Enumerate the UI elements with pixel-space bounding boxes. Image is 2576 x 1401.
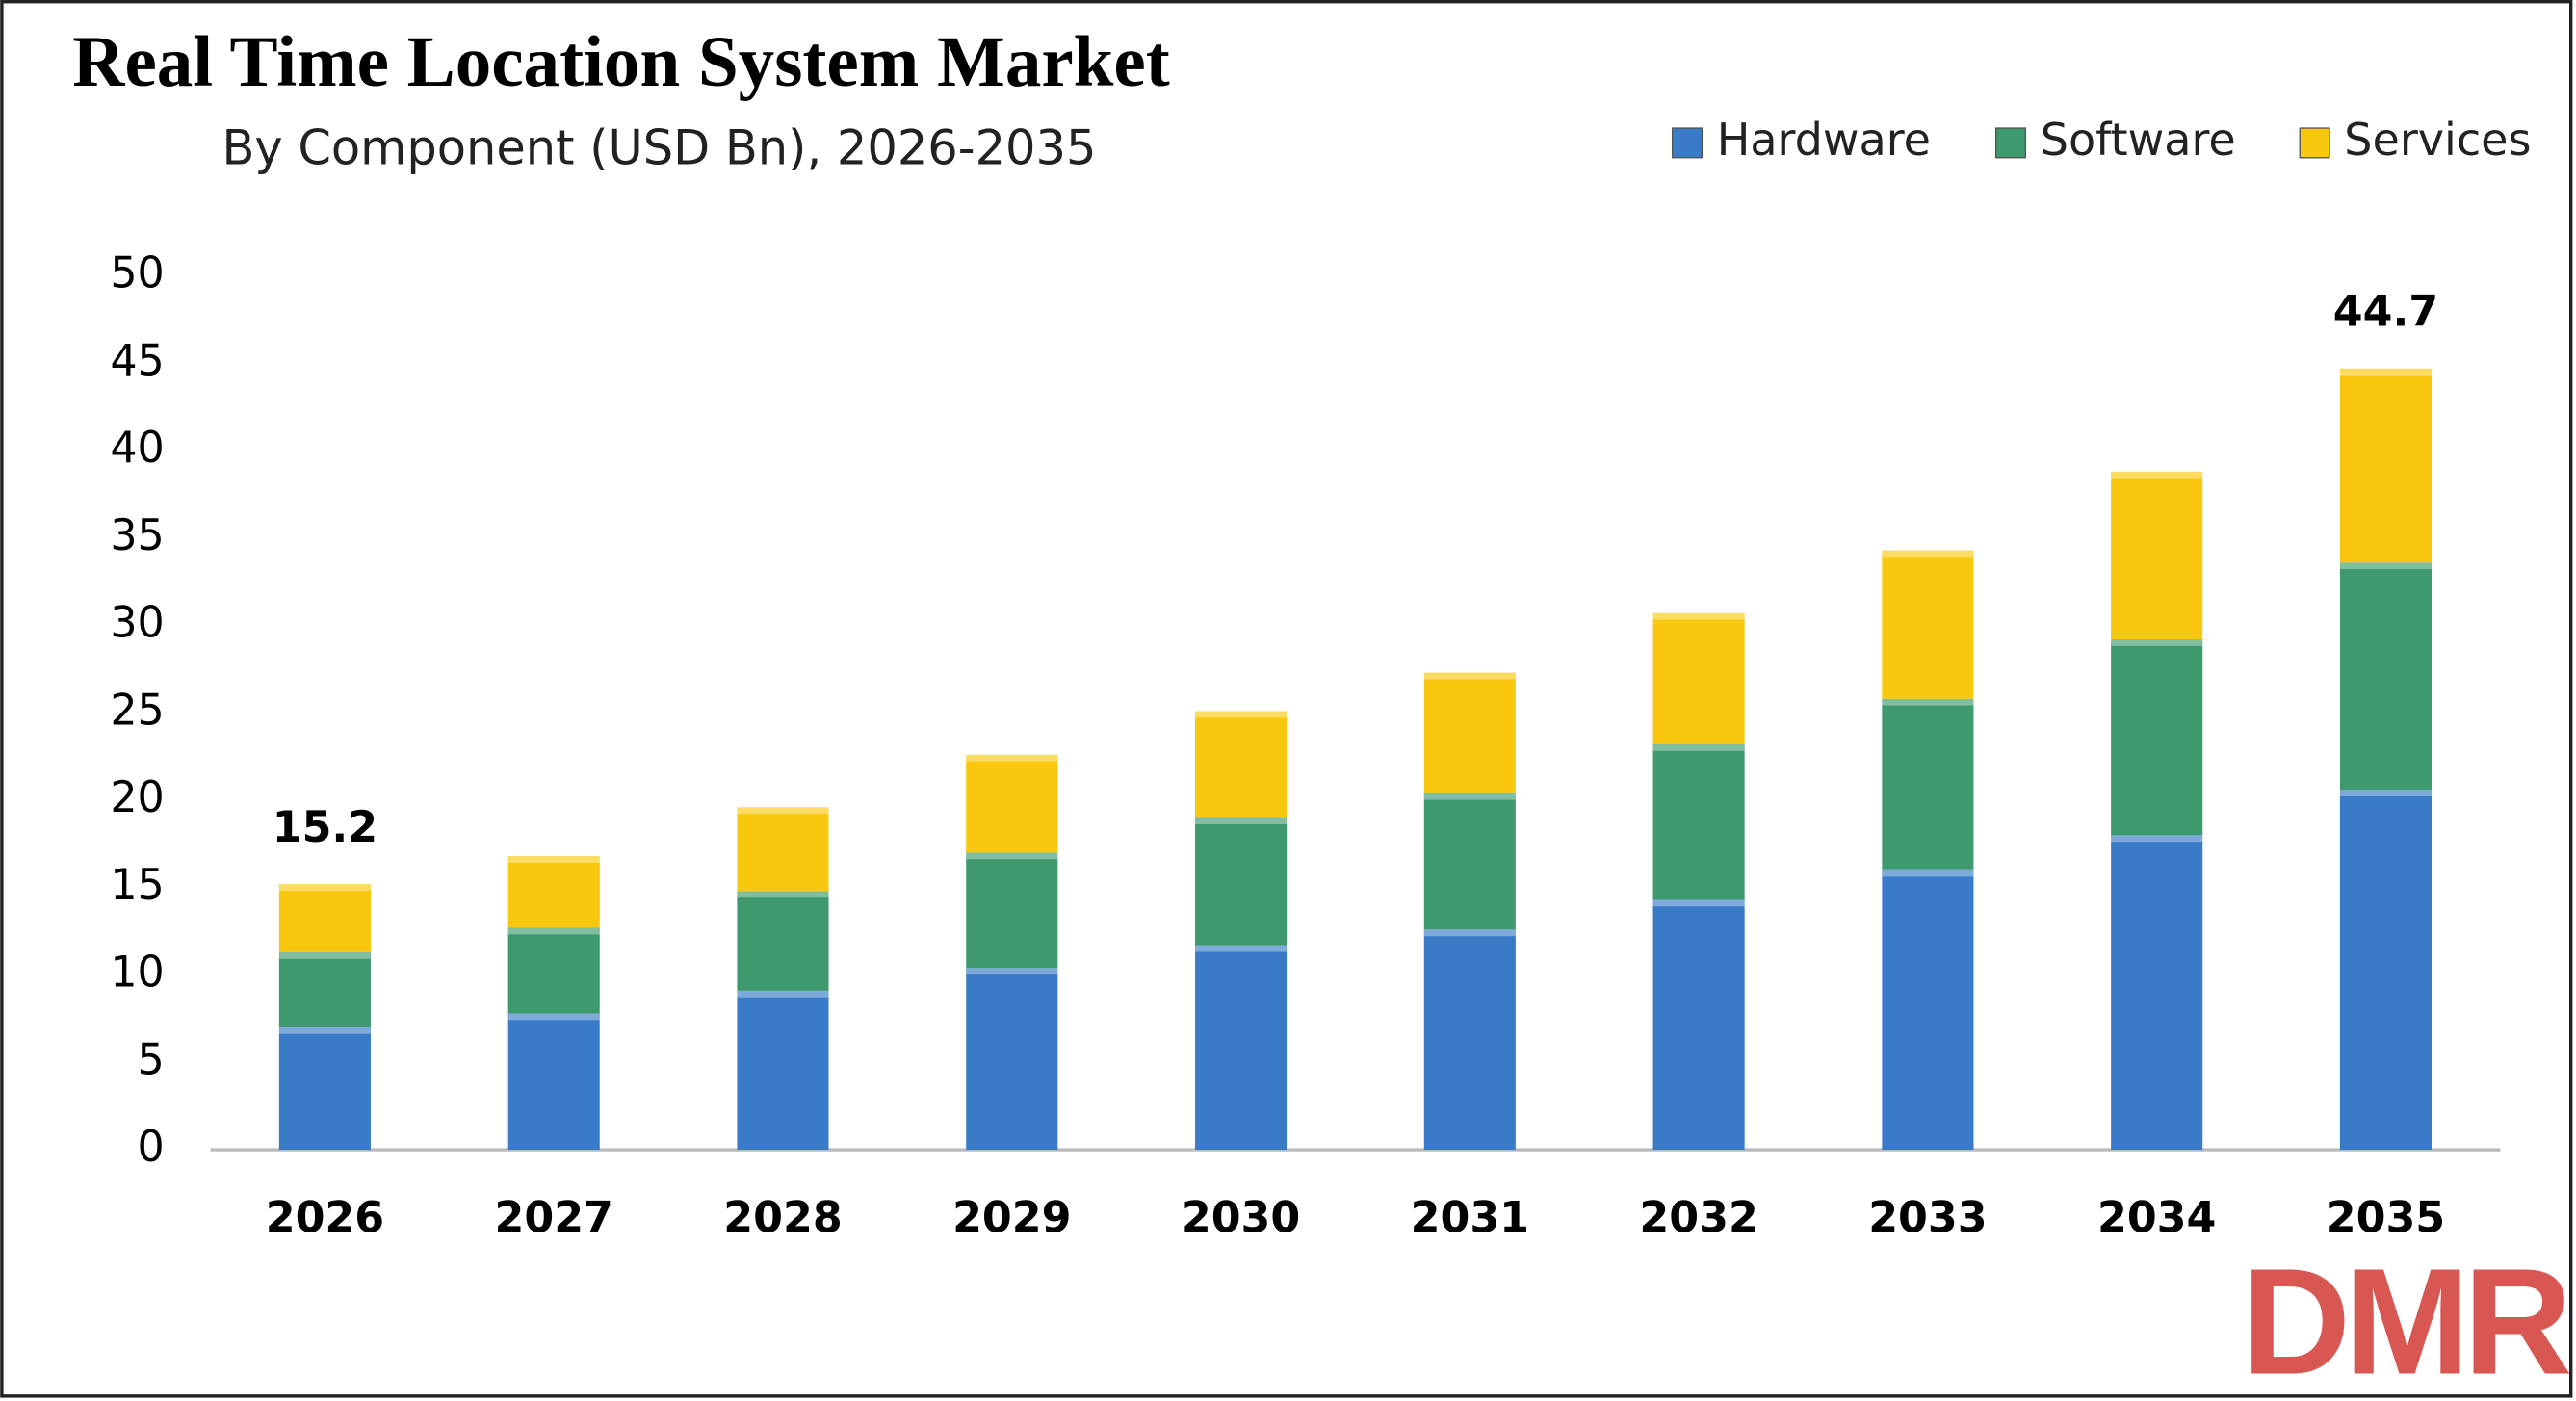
bar-highlight — [966, 968, 1058, 975]
y-tick-label: 10 — [110, 948, 164, 998]
bar-segment — [278, 884, 371, 952]
legend-label: Services — [2344, 114, 2531, 166]
bar-segment — [1423, 672, 1516, 793]
x-tick-label: 2029 — [952, 1193, 1071, 1242]
total-label: 15.2 — [273, 803, 377, 852]
y-tick-label: 30 — [110, 599, 164, 648]
bar-highlight — [278, 1026, 371, 1034]
x-tick-label: 2031 — [1411, 1193, 1529, 1242]
legend-swatch — [1671, 127, 1704, 159]
bar-highlight — [1652, 743, 1745, 751]
bar-segment — [1882, 550, 1974, 699]
logo: DMR — [2242, 1238, 2570, 1401]
bar-highlight — [1652, 899, 1745, 907]
bar-highlight — [737, 807, 829, 815]
legend-swatch — [2299, 127, 2330, 159]
bar-highlight — [1882, 550, 1974, 558]
bar-segment — [1194, 945, 1288, 1151]
bar-segment — [1882, 869, 1974, 1151]
bar-segment — [507, 927, 600, 1014]
bar-segment — [737, 891, 829, 991]
x-tick-label: 2027 — [495, 1193, 613, 1242]
bar-segment — [966, 852, 1058, 969]
bar-highlight — [966, 852, 1058, 860]
bar-segment — [1882, 698, 1974, 870]
x-tick-label: 2028 — [723, 1193, 842, 1242]
bar-segment — [966, 754, 1058, 853]
y-tick-label: 20 — [110, 773, 164, 822]
bar-highlight — [1423, 672, 1516, 680]
bar-segment — [1194, 711, 1288, 818]
bar-segment — [2111, 835, 2203, 1151]
y-tick-label: 5 — [138, 1035, 165, 1084]
bar-highlight — [2111, 835, 2203, 843]
x-tick-label: 2034 — [2097, 1193, 2216, 1242]
bar-segment — [1423, 792, 1516, 930]
bar-highlight — [2339, 790, 2433, 796]
bar-segment — [278, 951, 371, 1027]
y-tick-label: 45 — [110, 336, 164, 385]
legend-label: Hardware — [1717, 114, 1931, 166]
x-tick-label: 2032 — [1639, 1193, 1757, 1242]
bar-highlight — [1652, 612, 1745, 620]
y-tick-label: 0 — [138, 1123, 165, 1172]
x-tick-label: 2035 — [2327, 1193, 2445, 1242]
bar-segment — [1652, 743, 1745, 900]
bar-highlight — [507, 856, 600, 863]
bar-highlight — [2339, 562, 2433, 570]
bar-highlight — [2339, 368, 2433, 376]
bar-highlight — [278, 951, 371, 959]
chart-title: Real Time Location System Market — [72, 22, 1169, 102]
bar-segment — [507, 856, 600, 928]
bar-highlight — [2111, 639, 2203, 646]
x-tick-label: 2026 — [266, 1193, 384, 1242]
legend-swatch — [1994, 127, 2027, 159]
bar-highlight — [507, 927, 600, 935]
bar-highlight — [2111, 471, 2203, 479]
bar-highlight — [1882, 698, 1974, 706]
y-tick-label: 25 — [110, 686, 164, 735]
bar-segment — [278, 1026, 371, 1151]
chart-subtitle: By Component (USD Bn), 2026-2035 — [221, 119, 1096, 175]
y-tick-label: 40 — [110, 424, 164, 473]
x-tick-label: 2033 — [1868, 1193, 1987, 1242]
bar-highlight — [1423, 792, 1516, 800]
bar-highlight — [966, 754, 1058, 762]
bar-highlight — [737, 891, 829, 898]
bar-highlight — [1423, 929, 1516, 937]
y-tick-label: 35 — [110, 511, 164, 560]
bar-highlight — [1194, 711, 1288, 718]
bar-segment — [1652, 612, 1745, 744]
bar-highlight — [1194, 945, 1288, 952]
bar-segment — [2339, 562, 2433, 791]
bar-highlight — [1882, 869, 1974, 877]
bar-highlight — [1194, 817, 1288, 825]
bar-segment — [507, 1013, 600, 1151]
bar-segment — [1423, 929, 1516, 1151]
bar-segment — [737, 990, 829, 1151]
bar-highlight — [278, 884, 371, 891]
bar-segment — [2111, 471, 2203, 640]
bar-segment — [1194, 817, 1288, 946]
bar-segment — [2111, 639, 2203, 836]
legend-label: Software — [2041, 114, 2236, 166]
total-label: 44.7 — [2333, 287, 2438, 336]
bar-highlight — [737, 990, 829, 998]
x-tick-label: 2030 — [1182, 1193, 1300, 1242]
bar-segment — [737, 807, 829, 892]
bar-highlight — [507, 1013, 600, 1021]
y-tick-label: 50 — [110, 249, 164, 298]
bar-segment — [2339, 368, 2433, 563]
bar-segment — [2339, 790, 2433, 1151]
bar-segment — [966, 968, 1058, 1151]
bar-segment — [1652, 899, 1745, 1151]
y-tick-label: 15 — [110, 861, 164, 910]
